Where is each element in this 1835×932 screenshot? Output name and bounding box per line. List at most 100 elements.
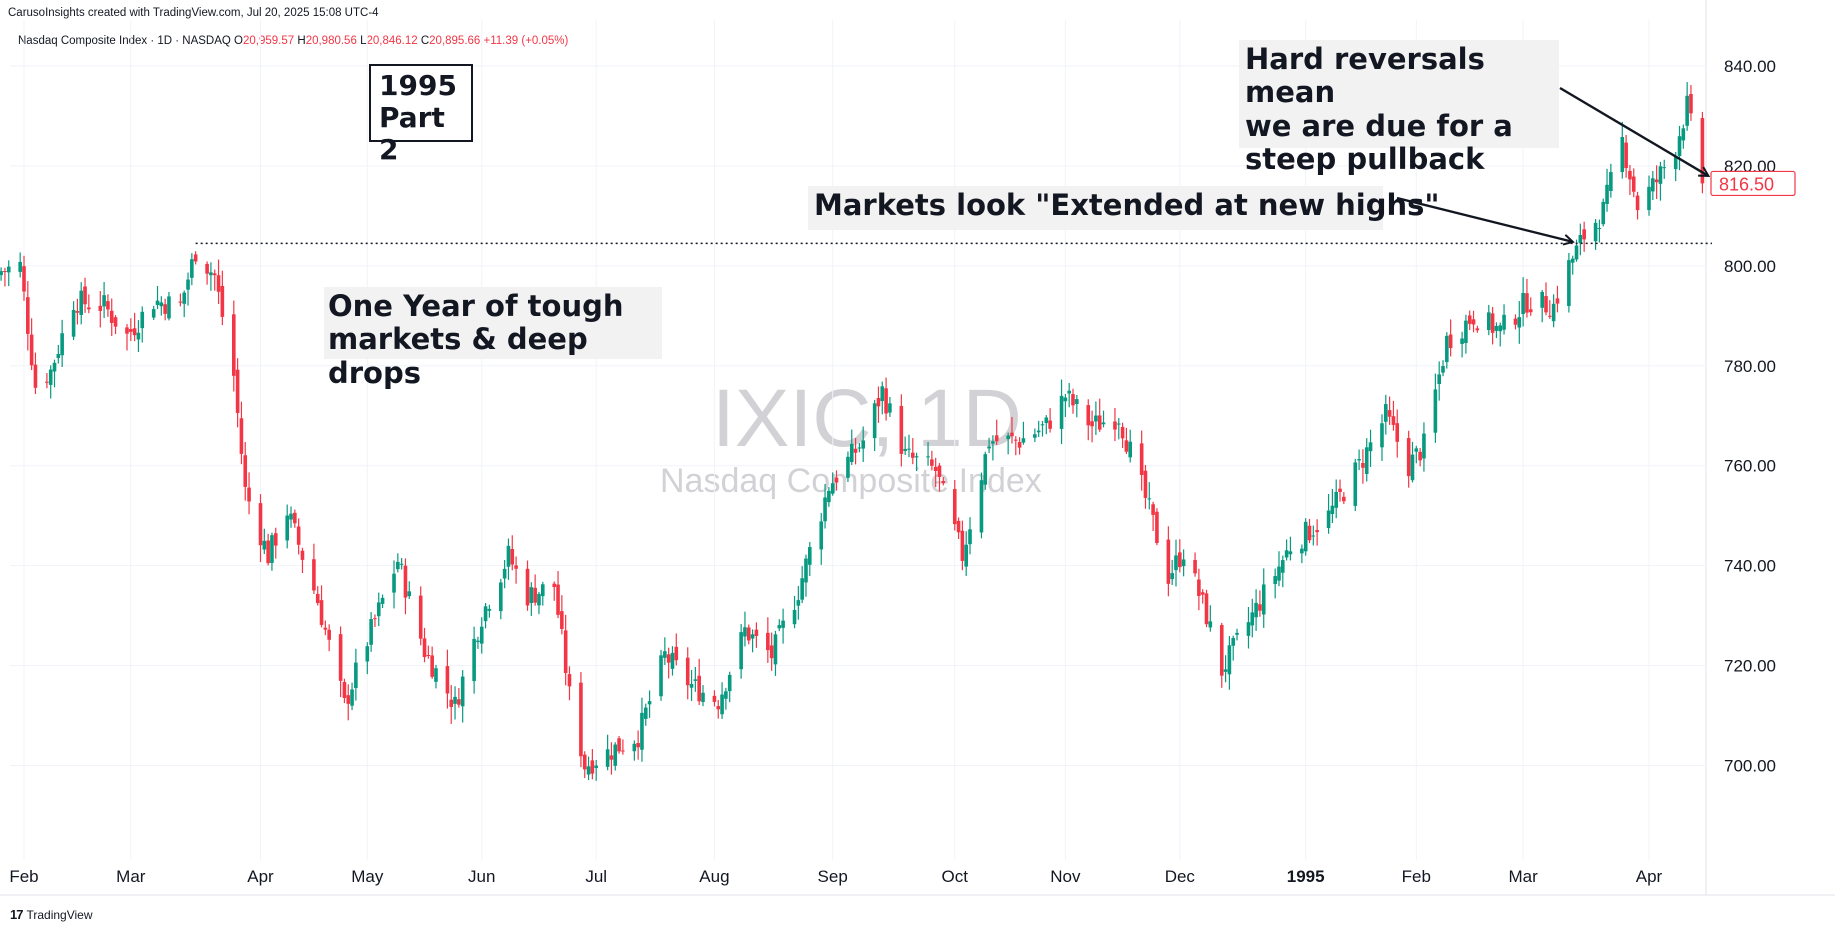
candle-body [1303,521,1308,552]
candle-body [220,285,225,317]
candle-body [540,584,545,597]
candle-body [697,675,701,702]
last-price-label-box [1710,170,1796,197]
x-tick-label: Jul [585,867,607,886]
candle-body [834,477,839,483]
candle-body [83,286,87,305]
candle-body [258,503,263,546]
candle-body [1605,184,1609,205]
annotation-1995-line1: 1995 [379,69,457,102]
candle-body [1174,555,1178,571]
candle-body [1036,430,1041,433]
candle-body [186,279,190,290]
candle-body [659,655,663,697]
candle-body [907,448,911,450]
candle-body [48,369,53,385]
candle-body [979,480,984,533]
candle-body [327,629,331,640]
candle-body [1090,421,1094,427]
candle-body [1124,440,1129,452]
candle-body [849,443,854,462]
candle-body [270,535,274,563]
candle-body [903,448,907,451]
candle-body [1464,320,1468,344]
candle-body [746,627,751,641]
annotation-1995-part2: 1995 Part 2 [369,64,473,166]
tradingview-branding[interactable]: 17 TradingView [10,907,93,922]
candle-body [87,307,91,310]
annotation-tough-line1: One Year of tough [328,289,624,323]
candle-body [1689,94,1693,114]
x-tick-label: Apr [1636,867,1663,886]
candle-body [71,309,76,337]
candle-body [1033,434,1037,438]
candle-body [422,638,427,658]
candle-body [716,706,721,710]
candle-body [1490,313,1495,333]
candle-body [243,455,248,487]
candle-body [312,559,316,591]
candle-body [1525,293,1529,313]
candle-body [1338,488,1342,492]
candle-body [1143,470,1148,498]
candle-body [754,629,759,636]
candle-body [1017,442,1022,448]
candle-body [1315,530,1319,533]
candle-body [1567,260,1571,307]
candle-body [1383,404,1388,422]
candle-body [1361,463,1365,468]
candle-body [6,266,11,273]
candle-body [155,300,160,305]
candle-body [102,295,106,307]
candle-body [750,634,755,639]
candle-body [1475,328,1480,331]
candle-body [773,634,778,665]
candle-body [1517,317,1522,328]
candle-body [106,301,110,310]
candle-body [1094,415,1098,422]
candle-body [1067,390,1071,394]
candle-body [781,620,785,628]
candle-body [403,565,408,598]
candle-body [632,743,637,752]
candle-body [1422,433,1426,459]
candle-body [926,456,930,458]
candle-body [1647,186,1651,211]
legend-low-label: L [360,35,367,47]
x-tick-label: Oct [942,867,969,886]
candle-body [1342,496,1346,502]
candle-body [506,545,511,567]
legend-low: 20,846.12 [366,35,418,47]
arrow-extended [1396,196,1573,242]
candle-body [60,333,64,356]
candle-body [1330,505,1335,515]
candle-body [1513,318,1518,325]
candle-body [26,297,30,334]
candle-body [193,254,198,262]
candle-body [888,403,892,413]
watermark-ticker: IXIC, 1D [712,373,1022,464]
candle-body [426,655,431,656]
candle-body [3,271,7,273]
candle-body [1311,535,1316,537]
candle-body [727,674,732,692]
annotation-reversals-line1: Hard reversals mean [1245,42,1485,110]
candle-body [861,440,866,449]
candle-body [1609,172,1613,191]
candle-body [792,609,797,625]
annotation-1995-line2: Part 2 [379,101,445,167]
candle-body [499,582,503,612]
candle-body [418,595,423,639]
candle-body [853,448,858,453]
candle-body [1593,222,1598,242]
candle-body [567,674,572,687]
candle-body [151,309,156,318]
candle-body [552,583,557,588]
candle-body [1063,397,1068,402]
candle-body [163,304,167,314]
candle-body [1277,566,1281,581]
candle-body [1414,448,1419,452]
candle-body [29,334,34,366]
candle-body [479,626,484,644]
